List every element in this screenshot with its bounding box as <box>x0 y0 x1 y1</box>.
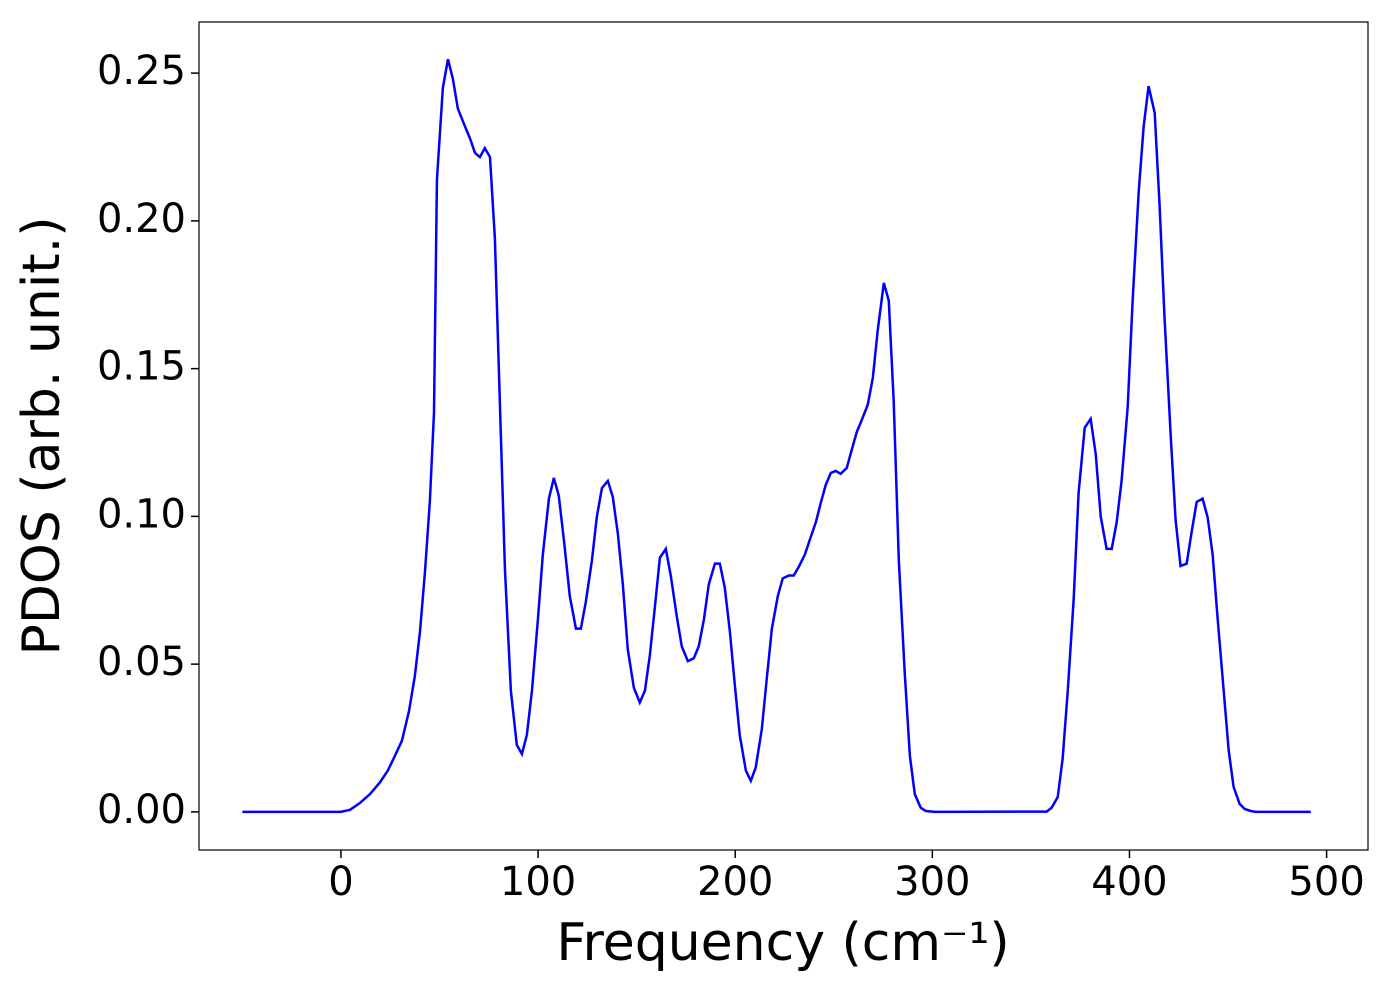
x-tick-label: 300 <box>894 859 970 905</box>
x-tick-label: 100 <box>500 859 576 905</box>
y-tick-label: 0.25 <box>97 48 186 94</box>
x-tick-label: 0 <box>328 859 353 905</box>
plot-frame <box>198 21 1369 851</box>
x-tick-label: 400 <box>1091 859 1167 905</box>
y-tick-label: 0.20 <box>97 196 186 242</box>
x-axis-label: Frequency (cm⁻¹) <box>556 913 1009 973</box>
y-tick-label: 0.05 <box>97 639 186 685</box>
x-tick-label: 200 <box>697 859 773 905</box>
y-tick-label: 0.10 <box>97 491 186 537</box>
y-tick-label: 0.15 <box>97 344 186 390</box>
line-series <box>242 58 1311 814</box>
y-tick-label: 0.00 <box>97 787 186 833</box>
x-tick-label: 500 <box>1288 859 1364 905</box>
y-axis-label: PDOS (arb. unit.) <box>12 216 72 655</box>
